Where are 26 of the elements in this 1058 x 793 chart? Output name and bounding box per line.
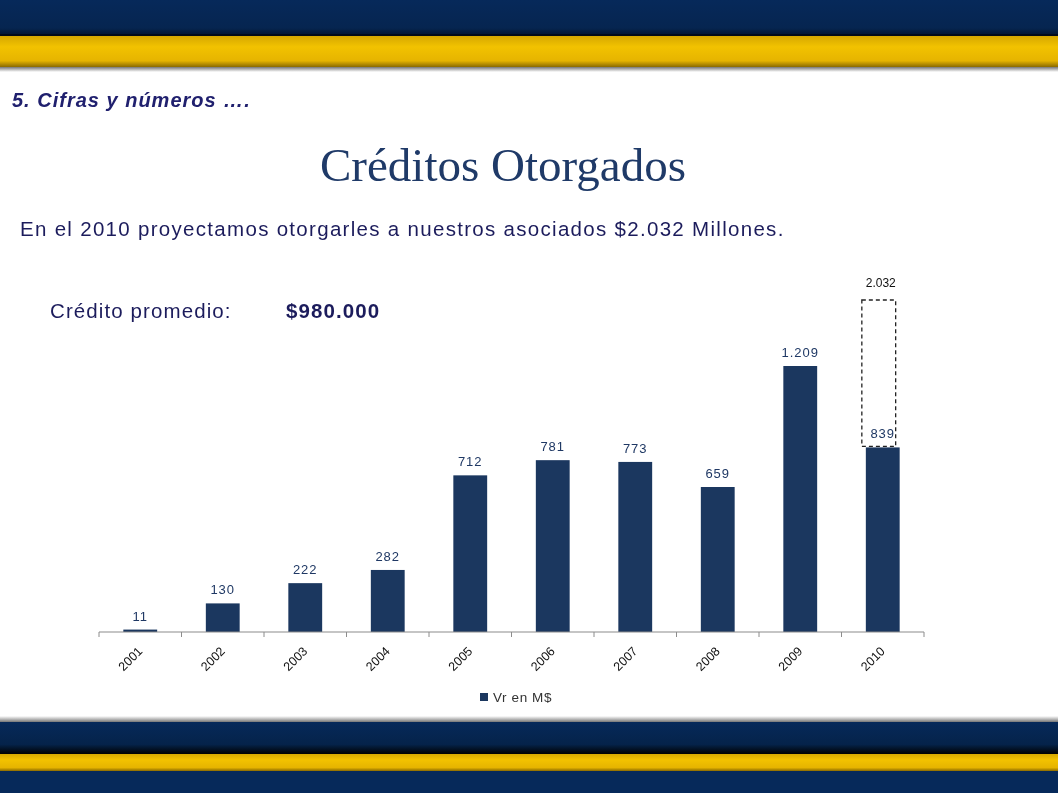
data-label: 11: [132, 608, 148, 624]
bar: [783, 366, 818, 632]
bar: [453, 475, 488, 632]
data-label: 1.209: [781, 345, 820, 360]
bar: [205, 603, 240, 632]
legend-label: Vr en M$: [493, 690, 553, 705]
bar: [370, 569, 405, 632]
text: 2.032: [865, 276, 897, 290]
data-label: 839: [870, 426, 896, 442]
bar: [865, 447, 900, 632]
bar: [288, 583, 323, 632]
chart-subtitle: En el 2010 proyectamos otorgarles a nuestros asociados $2.032 Millones.: [20, 217, 785, 240]
chart-title: Créditos Otorgados: [320, 139, 686, 191]
data-label: 781: [540, 439, 566, 455]
text: 5. Cifras y números ….: [12, 89, 251, 111]
data-label: 130: [210, 582, 236, 598]
bar: [535, 460, 570, 632]
data-label: 282: [375, 548, 401, 564]
data-label: 222: [292, 562, 318, 578]
bar: [700, 487, 735, 632]
data-label: 659: [705, 466, 731, 482]
bar: [618, 461, 653, 632]
text: Crédito promedio:: [50, 299, 232, 322]
text: $980.000: [286, 299, 381, 322]
data-label: 712: [457, 454, 483, 470]
data-label: 773: [622, 440, 648, 456]
